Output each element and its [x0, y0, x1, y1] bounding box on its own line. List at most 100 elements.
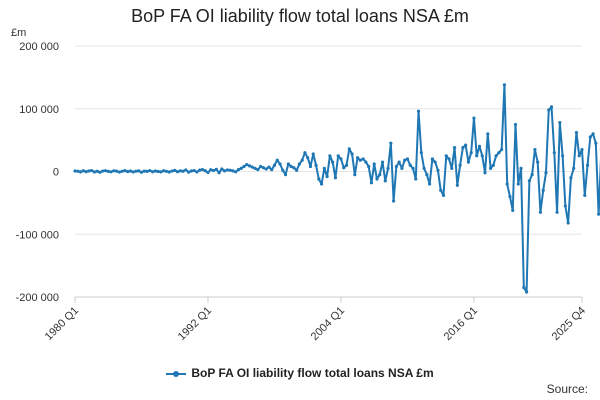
- data-point[interactable]: [103, 169, 108, 173]
- data-point[interactable]: [563, 204, 567, 208]
- data-point[interactable]: [87, 169, 91, 173]
- data-point[interactable]: [350, 152, 354, 156]
- data-point[interactable]: [447, 157, 451, 161]
- data-point[interactable]: [272, 163, 277, 167]
- data-point[interactable]: [441, 193, 446, 197]
- data-point[interactable]: [516, 182, 520, 186]
- data-point[interactable]: [306, 156, 310, 160]
- data-point[interactable]: [303, 151, 307, 155]
- data-point[interactable]: [322, 166, 326, 170]
- data-point[interactable]: [577, 154, 581, 158]
- data-point[interactable]: [145, 169, 149, 173]
- data-point[interactable]: [181, 169, 185, 173]
- data-point[interactable]: [544, 171, 548, 175]
- data-point[interactable]: [170, 169, 174, 173]
- data-point[interactable]: [547, 108, 551, 112]
- data-point[interactable]: [117, 170, 121, 174]
- data-point[interactable]: [566, 221, 570, 225]
- data-point[interactable]: [211, 168, 216, 173]
- data-point[interactable]: [342, 166, 346, 170]
- data-point[interactable]: [139, 170, 144, 174]
- data-point[interactable]: [372, 162, 376, 166]
- data-point[interactable]: [245, 163, 249, 167]
- data-point[interactable]: [159, 170, 163, 174]
- data-point[interactable]: [128, 169, 133, 173]
- data-point[interactable]: [328, 154, 332, 158]
- data-point[interactable]: [112, 169, 116, 173]
- data-point[interactable]: [439, 188, 443, 192]
- data-point[interactable]: [477, 144, 482, 148]
- data-point[interactable]: [275, 158, 279, 162]
- data-point[interactable]: [469, 151, 473, 155]
- data-point[interactable]: [450, 166, 454, 170]
- data-point[interactable]: [574, 130, 579, 135]
- data-point[interactable]: [173, 168, 177, 172]
- data-point[interactable]: [167, 170, 171, 174]
- data-point[interactable]: [433, 160, 437, 164]
- data-point[interactable]: [317, 177, 321, 181]
- data-point[interactable]: [148, 168, 152, 173]
- data-point[interactable]: [569, 176, 573, 180]
- data-point[interactable]: [90, 168, 94, 173]
- data-point[interactable]: [156, 169, 160, 174]
- data-point[interactable]: [250, 165, 254, 169]
- data-point[interactable]: [394, 164, 398, 169]
- data-point[interactable]: [497, 151, 501, 155]
- data-point[interactable]: [184, 168, 188, 172]
- data-point[interactable]: [78, 170, 83, 174]
- data-point[interactable]: [538, 210, 543, 214]
- data-point[interactable]: [150, 170, 155, 174]
- data-point[interactable]: [422, 166, 426, 170]
- data-point[interactable]: [178, 169, 182, 173]
- data-point[interactable]: [411, 166, 415, 170]
- data-point[interactable]: [336, 154, 340, 158]
- data-point[interactable]: [416, 109, 421, 113]
- data-point[interactable]: [247, 164, 252, 168]
- data-point[interactable]: [549, 105, 554, 109]
- data-point[interactable]: [242, 164, 246, 169]
- data-point[interactable]: [162, 169, 166, 173]
- data-point[interactable]: [513, 122, 518, 127]
- data-point[interactable]: [464, 143, 468, 147]
- data-point[interactable]: [231, 169, 235, 173]
- data-point[interactable]: [536, 160, 540, 164]
- data-point[interactable]: [98, 170, 102, 174]
- data-point[interactable]: [392, 199, 396, 203]
- data-point[interactable]: [339, 157, 343, 161]
- data-point[interactable]: [131, 170, 135, 174]
- data-point[interactable]: [239, 166, 243, 170]
- data-point[interactable]: [203, 169, 207, 173]
- data-point[interactable]: [92, 170, 96, 174]
- data-point[interactable]: [488, 166, 493, 170]
- data-point[interactable]: [73, 169, 77, 173]
- data-point[interactable]: [533, 147, 537, 152]
- data-point[interactable]: [270, 168, 274, 172]
- data-point[interactable]: [186, 170, 191, 174]
- data-point[interactable]: [314, 163, 318, 167]
- data-point[interactable]: [364, 160, 368, 164]
- data-point[interactable]: [142, 169, 146, 173]
- data-point[interactable]: [292, 166, 296, 170]
- data-point[interactable]: [588, 135, 592, 139]
- data-point[interactable]: [234, 170, 238, 174]
- data-point[interactable]: [397, 160, 401, 164]
- data-point[interactable]: [261, 166, 265, 170]
- data-point[interactable]: [461, 146, 465, 150]
- data-point[interactable]: [541, 188, 545, 192]
- data-point[interactable]: [414, 177, 418, 181]
- data-point[interactable]: [84, 170, 88, 174]
- data-point[interactable]: [527, 179, 531, 183]
- data-point[interactable]: [378, 173, 382, 177]
- data-point[interactable]: [189, 169, 193, 173]
- data-point[interactable]: [256, 168, 260, 172]
- data-point[interactable]: [502, 83, 507, 87]
- data-point[interactable]: [192, 168, 196, 173]
- data-point[interactable]: [164, 169, 169, 173]
- data-point[interactable]: [289, 164, 293, 169]
- data-point[interactable]: [206, 170, 210, 175]
- data-point[interactable]: [455, 183, 459, 187]
- data-point[interactable]: [430, 157, 434, 161]
- data-point[interactable]: [519, 166, 523, 170]
- data-point[interactable]: [220, 167, 224, 171]
- data-point[interactable]: [331, 160, 335, 164]
